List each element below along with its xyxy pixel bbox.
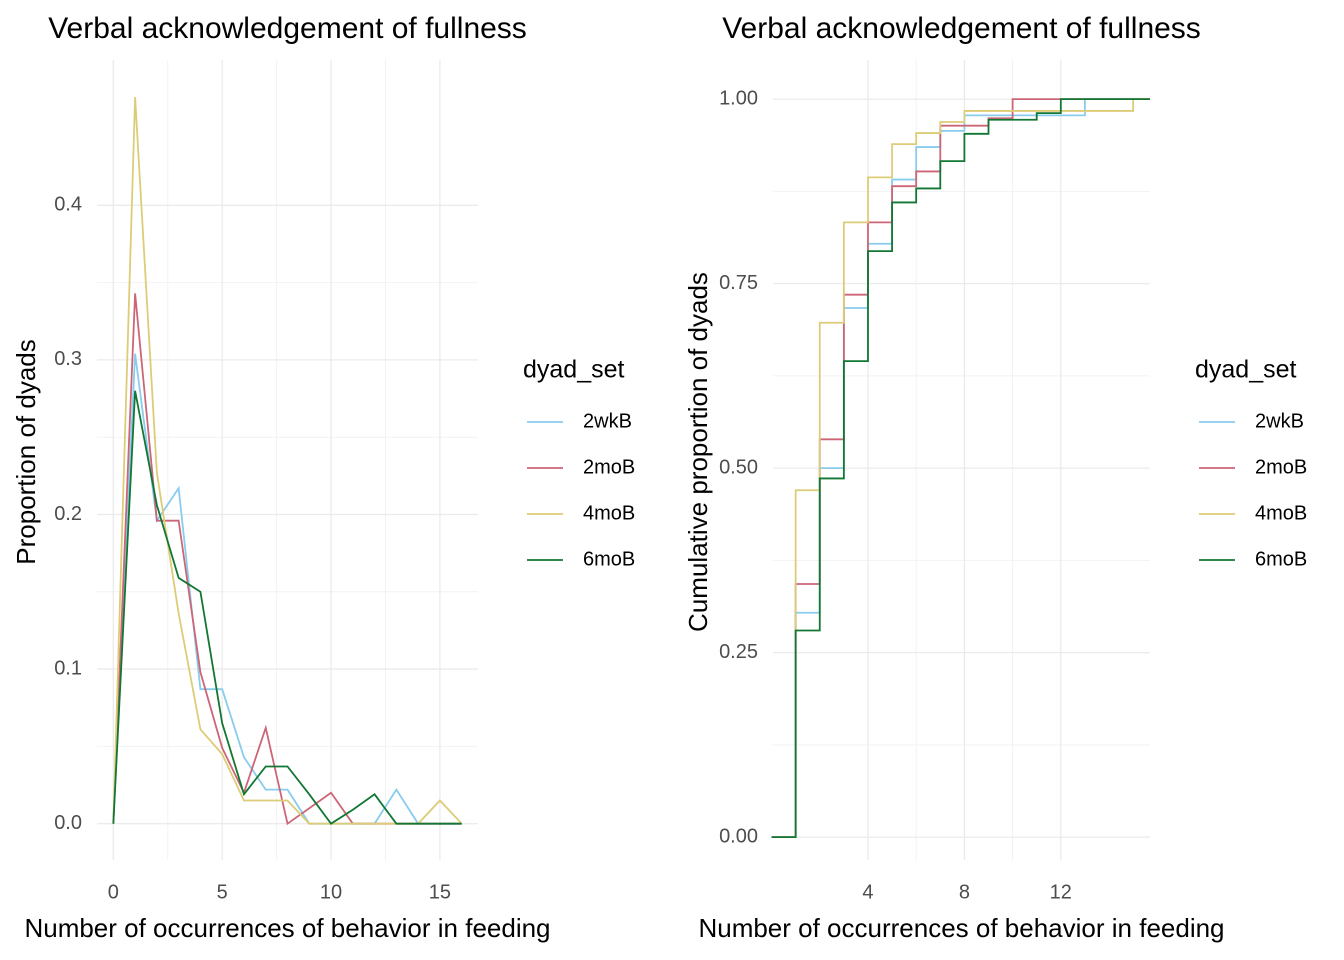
x-axis-label: Number of occurrences of behavior in fee… bbox=[698, 913, 1224, 943]
y-axis-label: Proportion of dyads bbox=[11, 339, 41, 564]
x-tick-label: 0 bbox=[108, 881, 119, 903]
y-tick-label: 0.1 bbox=[54, 657, 82, 679]
y-tick-label: 1.00 bbox=[719, 87, 758, 109]
series-line bbox=[112, 293, 462, 826]
y-tick-label: 0.3 bbox=[54, 348, 82, 370]
y-tick-label: 0.25 bbox=[719, 641, 758, 663]
legend-label: 2wkB bbox=[1255, 410, 1304, 432]
chart-title: Verbal acknowledgement of fullness bbox=[722, 12, 1201, 45]
chart-title: Verbal acknowledgement of fullness bbox=[48, 12, 527, 45]
y-axis-label: Cumulative proportion of dyads bbox=[683, 272, 713, 632]
y-tick-label: 0.00 bbox=[719, 825, 758, 847]
legend-title: dyad_set bbox=[523, 356, 625, 384]
legend-label: 2moB bbox=[583, 456, 635, 478]
legend-label: 6moB bbox=[583, 548, 635, 570]
y-tick-label: 0.75 bbox=[719, 272, 758, 294]
series-line bbox=[112, 353, 462, 825]
y-tick-label: 0.50 bbox=[719, 456, 758, 478]
y-tick-label: 0.4 bbox=[54, 194, 82, 216]
legend-title: dyad_set bbox=[1195, 356, 1297, 384]
x-tick-label: 10 bbox=[320, 881, 342, 903]
series-line bbox=[112, 97, 463, 825]
x-axis-label: Number of occurrences of behavior in fee… bbox=[24, 913, 550, 943]
y-tick-label: 0.0 bbox=[54, 812, 82, 834]
legend-label: 4moB bbox=[583, 502, 635, 524]
x-tick-label: 5 bbox=[217, 881, 228, 903]
x-tick-label: 12 bbox=[1050, 881, 1072, 903]
series-line bbox=[112, 390, 462, 825]
ecdf-step bbox=[771, 98, 1150, 839]
x-tick-label: 15 bbox=[429, 881, 451, 903]
x-tick-label: 4 bbox=[862, 881, 873, 903]
x-tick-label: 8 bbox=[959, 881, 970, 903]
y-tick-label: 0.2 bbox=[54, 503, 82, 525]
legend-label: 4moB bbox=[1255, 502, 1307, 524]
legend-label: 2wkB bbox=[583, 410, 632, 432]
legend-label: 2moB bbox=[1255, 456, 1307, 478]
legend-label: 6moB bbox=[1255, 548, 1307, 570]
ecdf-step bbox=[771, 98, 1150, 839]
